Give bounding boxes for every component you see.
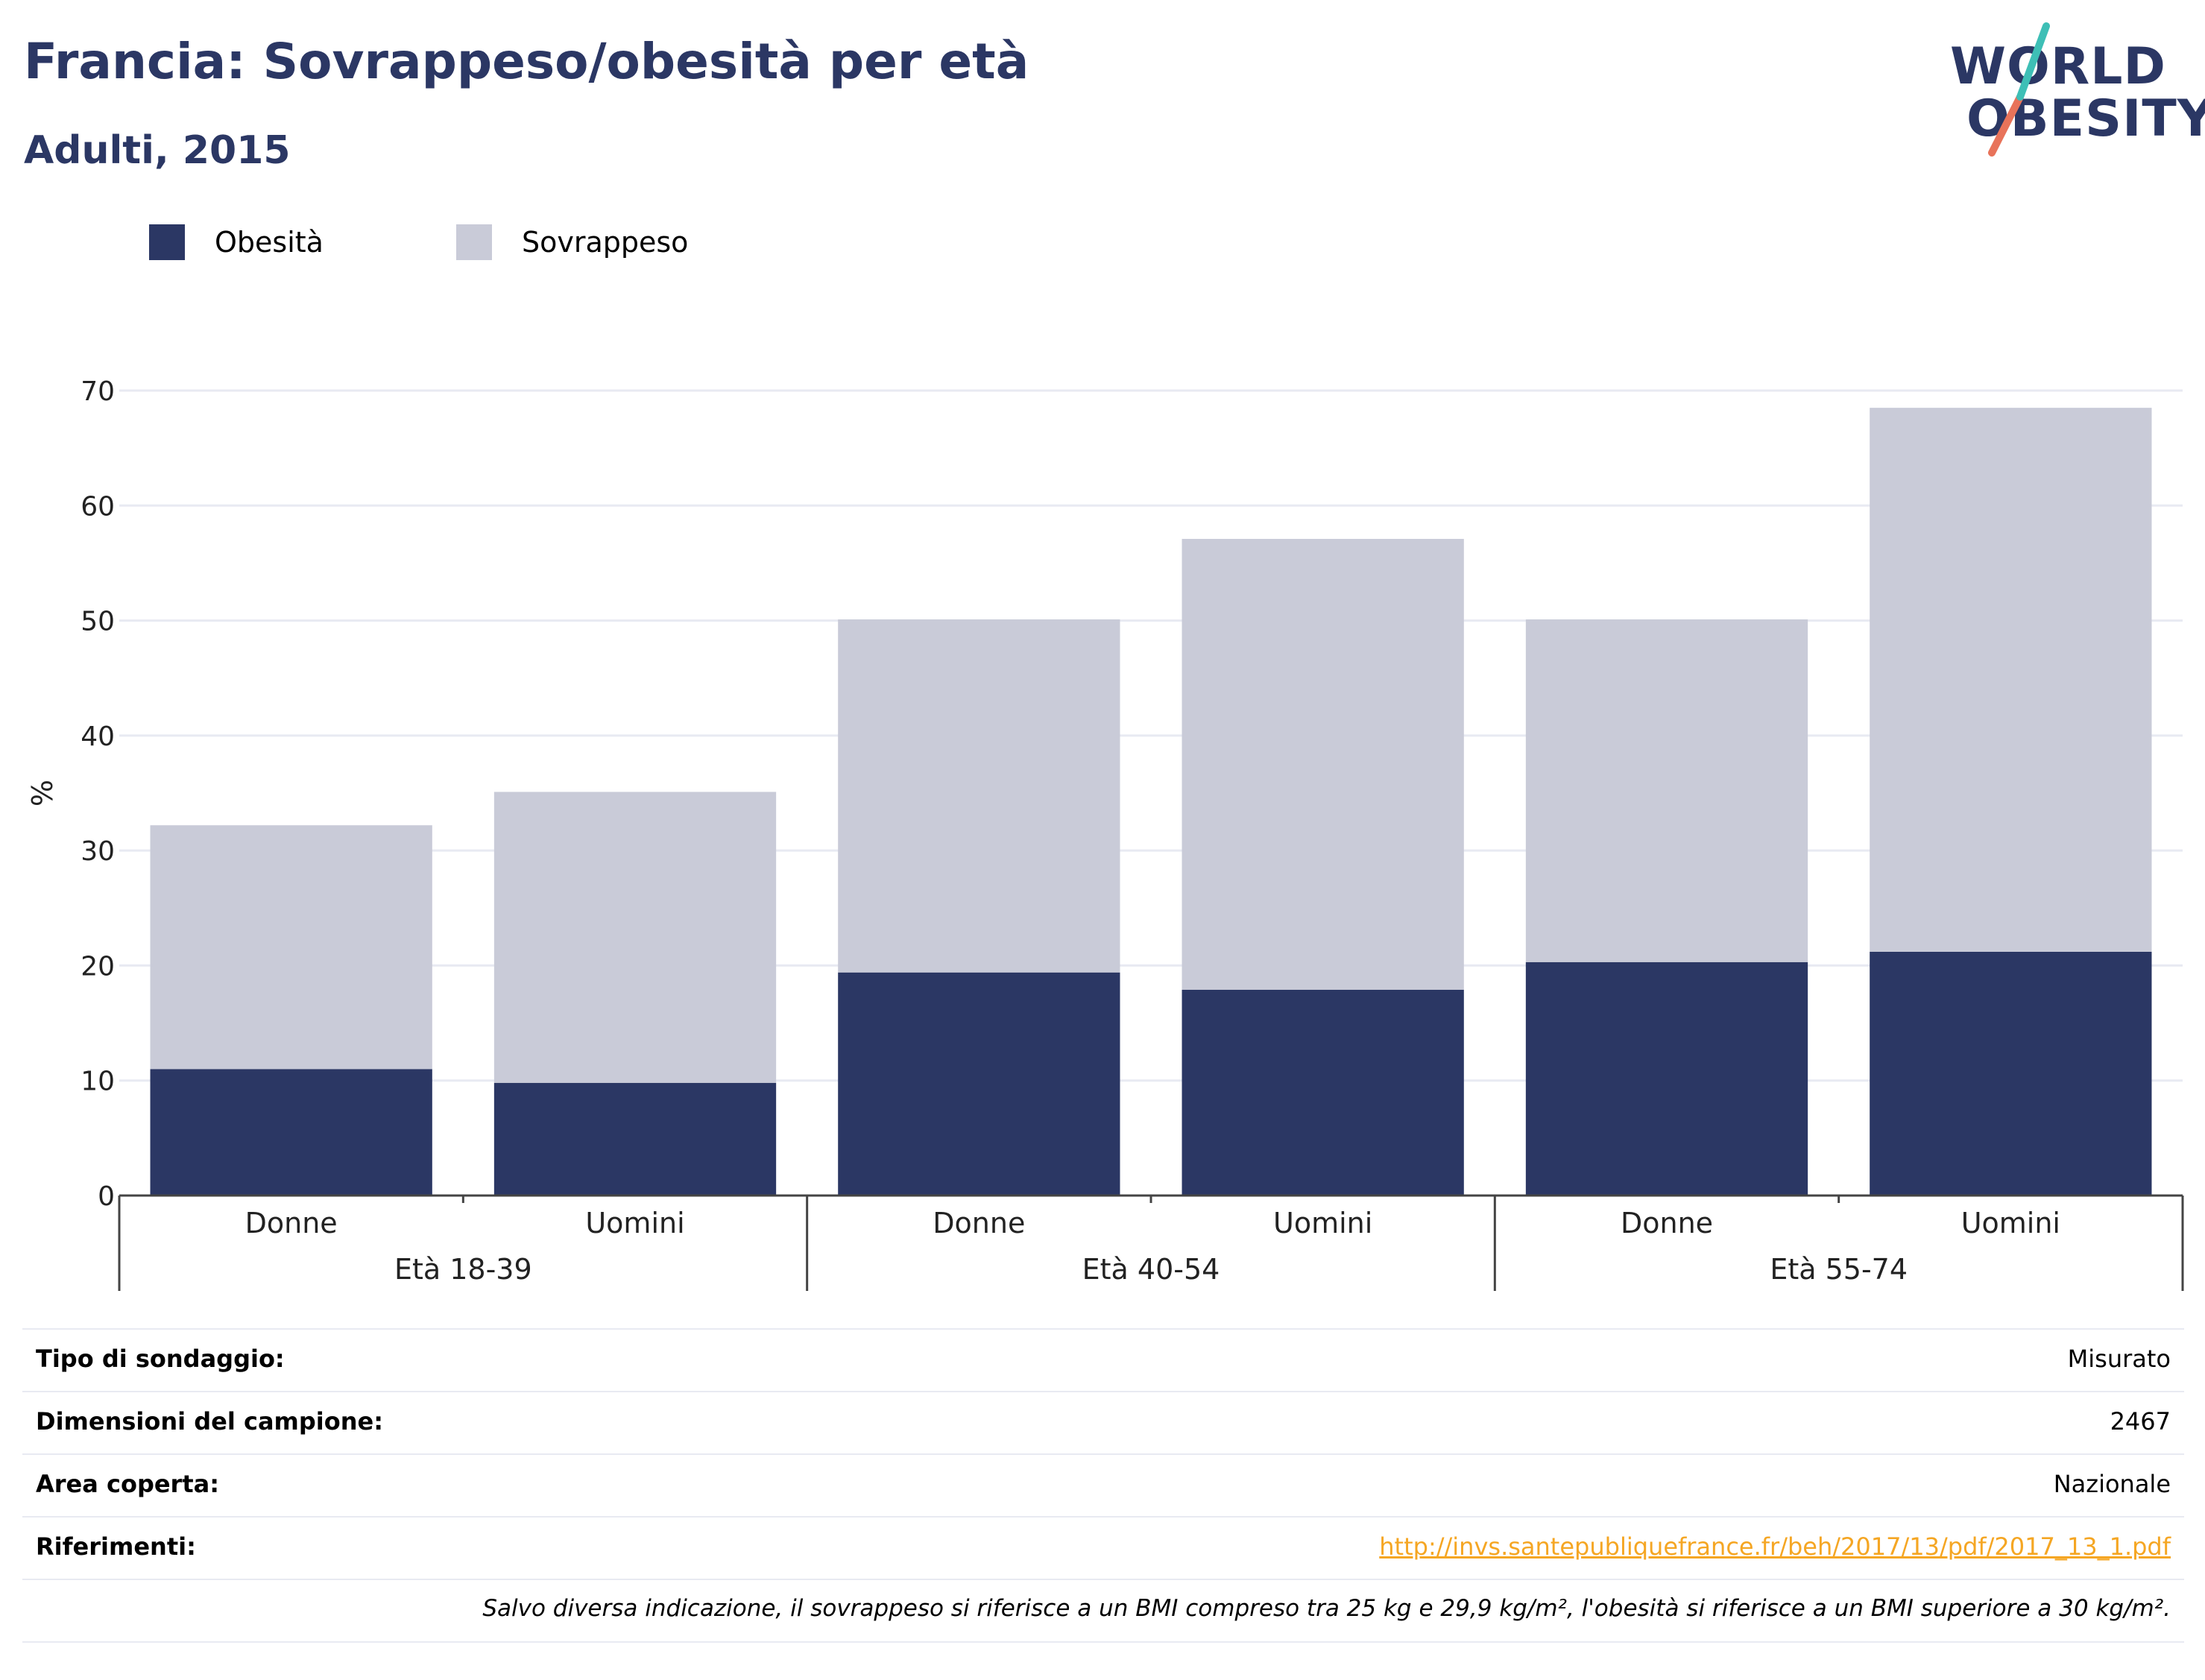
x-tick-label: Donne (245, 1207, 338, 1240)
y-tick-label: 70 (81, 376, 115, 407)
chart-title: Francia: Sovrappeso/obesità per età (24, 33, 1029, 90)
info-key-survey-type: Tipo di sondaggio: (36, 1345, 285, 1373)
bmi-note: Salvo diversa indicazione, il sovrappeso… (482, 1595, 2171, 1622)
bar-obesity (1182, 989, 1464, 1196)
bar-obesity (1870, 951, 2152, 1196)
bar-overweight (1870, 408, 2152, 952)
x-tick-label: Uomini (1273, 1207, 1372, 1240)
x-tick-label: Uomini (585, 1207, 684, 1240)
x-tick-label: Donne (933, 1207, 1025, 1240)
bar-obesity (838, 972, 1120, 1196)
y-tick-label: 0 (98, 1181, 115, 1212)
bar-overweight (150, 825, 432, 1070)
x-group-label: Età 55-74 (1770, 1253, 1908, 1286)
logo-slash-top (2016, 22, 2050, 101)
legend-label-obesity: Obesità (215, 226, 324, 259)
info-row-note: Salvo diversa indicazione, il sovrappeso… (22, 1580, 2184, 1643)
world-obesity-logo[interactable]: WORLD OBESITY (1938, 22, 2205, 164)
info-table: Tipo di sondaggio: Misurato Dimensioni d… (22, 1328, 2184, 1643)
legend-label-overweight: Sovrappeso (522, 226, 689, 259)
legend-swatch-obesity (149, 224, 185, 260)
info-value-survey-type: Misurato (2067, 1345, 2171, 1373)
bar-obesity (1525, 961, 1808, 1196)
bar-overweight (493, 792, 777, 1083)
reference-link[interactable]: http://invs.santepubliquefrance.fr/beh/2… (1379, 1532, 2171, 1561)
y-tick-label: 40 (81, 721, 115, 752)
bar-obesity (493, 1082, 777, 1196)
x-tick-label: Uomini (1961, 1207, 2060, 1240)
info-key-area: Area coperta: (36, 1470, 220, 1498)
info-row-references: Riferimenti: http://invs.santepubliquefr… (22, 1518, 2184, 1580)
info-row-survey-type: Tipo di sondaggio: Misurato (22, 1330, 2184, 1392)
legend-swatch-overweight (456, 224, 492, 260)
y-tick-label: 10 (81, 1067, 115, 1097)
legend-item-overweight[interactable]: Sovrappeso (456, 224, 688, 261)
bar-overweight (1182, 539, 1464, 990)
y-tick-label: 30 (81, 836, 115, 867)
info-row-area: Area coperta: Nazionale (22, 1455, 2184, 1518)
x-tick-label: Donne (1621, 1207, 1713, 1240)
x-group-label: Età 18-39 (394, 1253, 532, 1286)
y-tick-label: 20 (81, 951, 115, 982)
chart-subtitle: Adulti, 2015 (24, 128, 291, 173)
bar-overweight (1525, 619, 1808, 962)
logo-slash-bottom (1988, 93, 2024, 157)
info-row-sample-size: Dimensioni del campione: 2467 (22, 1392, 2184, 1455)
info-value-area: Nazionale (2053, 1470, 2171, 1498)
stacked-bar-chart: 0 10 20 30 40 50 60 70% Donne Uomini Donne Uomini Do… (26, 376, 2184, 1291)
y-axis-label: % (26, 780, 59, 806)
info-value-sample-size: 2467 (2110, 1407, 2171, 1436)
bar-obesity (150, 1069, 432, 1196)
info-key-references: Riferimenti: (36, 1532, 196, 1561)
y-tick-label: 60 (81, 491, 115, 522)
logo-line1: WORLD (1950, 37, 2166, 96)
bar-overweight (838, 619, 1120, 973)
y-tick-label: 50 (81, 607, 115, 637)
legend-item-obesity[interactable]: Obesità (149, 224, 324, 261)
info-key-sample-size: Dimensioni del campione: (36, 1407, 384, 1436)
x-group-label: Età 40-54 (1082, 1253, 1220, 1286)
logo-slash-icon (1988, 22, 2050, 157)
